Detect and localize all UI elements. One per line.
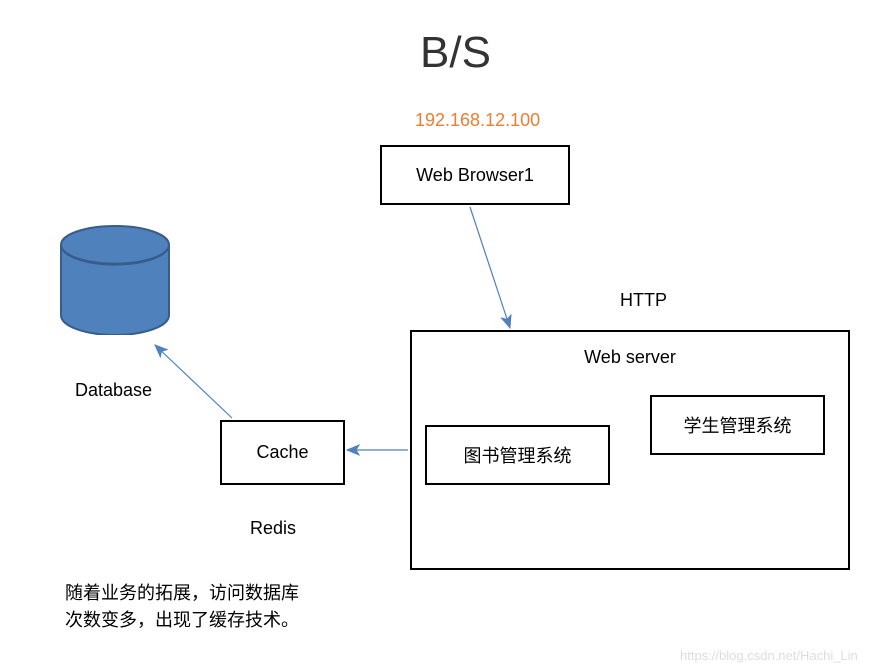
book-system-node: 图书管理系统: [425, 425, 610, 485]
footnote-line2: 次数变多，出现了缓存技术。: [65, 610, 299, 630]
cache-node: Cache: [220, 420, 345, 485]
book-system-label: 图书管理系统: [464, 442, 572, 468]
web-server-label: Web server: [412, 347, 848, 368]
cache-label: Cache: [256, 442, 308, 463]
redis-label: Redis: [250, 518, 296, 539]
arrow-cache-to-database: [155, 345, 232, 418]
web-browser-label: Web Browser1: [416, 165, 534, 186]
arrow-browser-to-server: [470, 207, 510, 328]
database-label: Database: [75, 380, 152, 401]
footnote-line1: 随着业务的拓展，访问数据库: [65, 583, 299, 603]
footnote-text: 随着业务的拓展，访问数据库 次数变多，出现了缓存技术。: [65, 580, 299, 634]
ip-browser: 192.168.12.100: [415, 110, 540, 131]
http-label: HTTP: [620, 290, 667, 311]
database-icon: [60, 225, 170, 335]
watermark-text: https://blog.csdn.net/Hachi_Lin: [680, 648, 858, 663]
student-system-label: 学生管理系统: [684, 412, 792, 438]
web-browser-node: Web Browser1: [380, 145, 570, 205]
student-system-node: 学生管理系统: [650, 395, 825, 455]
diagram-title: B/S: [420, 28, 491, 78]
